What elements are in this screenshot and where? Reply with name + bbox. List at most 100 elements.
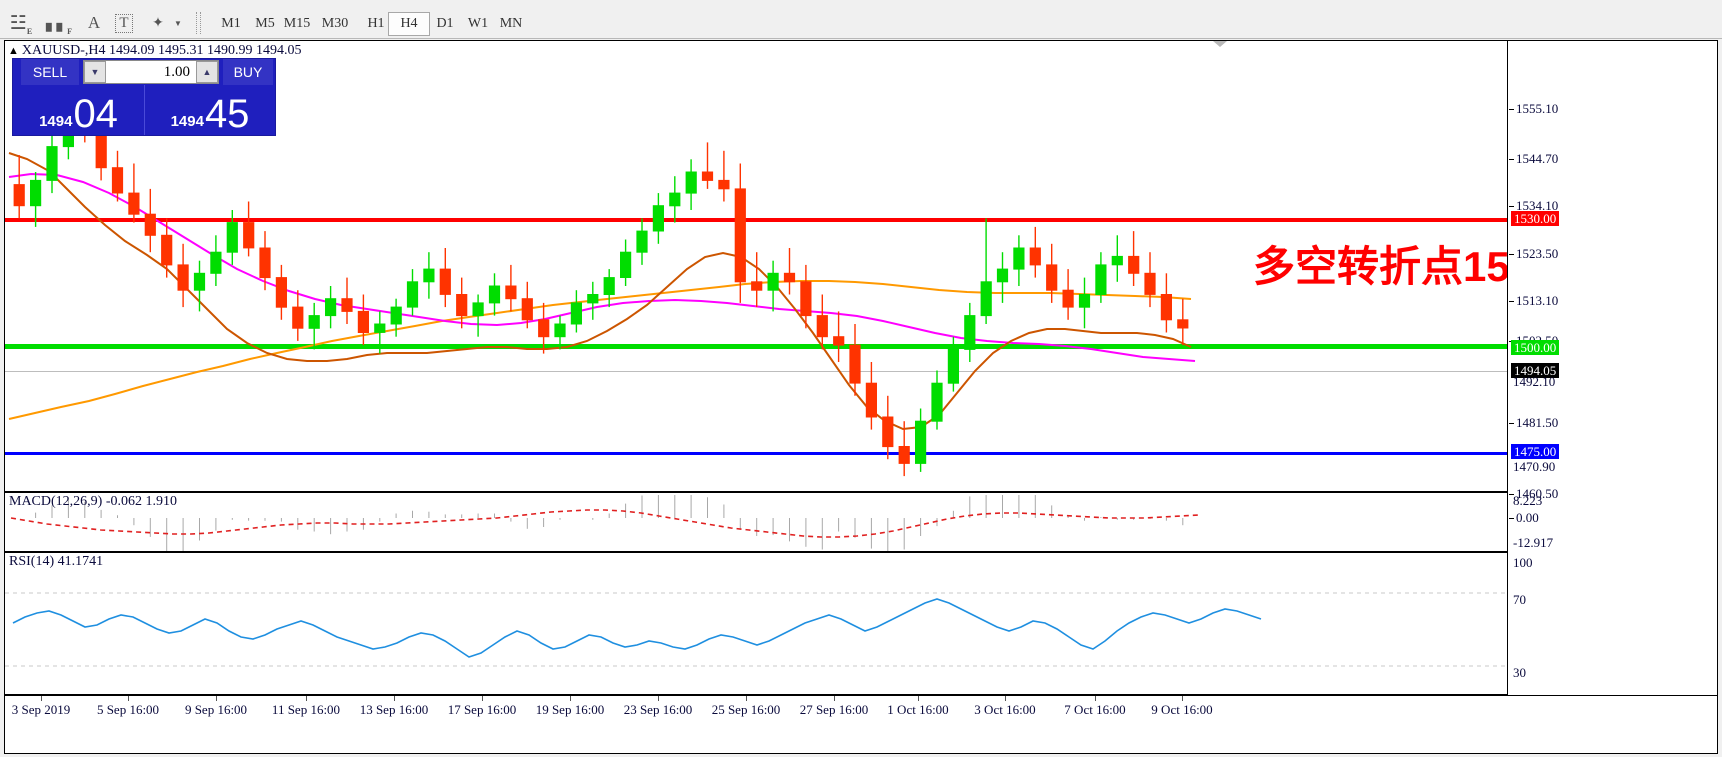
buy-button[interactable]: BUY	[223, 59, 273, 85]
candle-body	[128, 192, 140, 215]
candle-body	[111, 167, 124, 194]
sell-button[interactable]: SELL	[21, 59, 79, 85]
candle-body	[177, 264, 189, 291]
candle-body	[538, 319, 550, 338]
time-tick-mark	[658, 696, 659, 701]
timeframe-w1[interactable]: W1	[467, 16, 489, 31]
time-axis-label: 25 Sep 16:00	[711, 702, 781, 717]
candle-body	[816, 315, 828, 338]
rsi-tick: 70	[1513, 592, 1526, 607]
price-tick: 1492.10	[1513, 374, 1556, 389]
text-tool-icon[interactable]: A	[87, 13, 101, 32]
candle-body	[1095, 264, 1107, 295]
time-axis-label: 3 Sep 2019	[11, 702, 71, 717]
candle-body	[259, 247, 271, 279]
symbol-header: ▲ XAUUSD-,H4 1494.09 1495.31 1490.99 1494…	[8, 43, 302, 59]
volume-stepper[interactable]: ▼ 1.00 ▲	[83, 60, 219, 84]
symbol-header-text: XAUUSD-,H4 1494.09 1495.31 1490.99 1494.…	[21, 43, 302, 58]
candle-body	[570, 302, 582, 325]
time-axis-label: 3 Oct 16:00	[974, 702, 1036, 717]
volume-value[interactable]: 1.00	[163, 63, 190, 80]
resistance-line-1530[interactable]	[5, 218, 1507, 222]
candle-body	[1046, 264, 1058, 291]
rsi-pane[interactable]: RSI(14) 41.1741	[5, 553, 1507, 695]
indicators-f-icon[interactable]: ▖▖ F	[46, 15, 72, 37]
candle-body	[849, 344, 861, 384]
timeframe-m30[interactable]: M30	[321, 16, 349, 31]
candle-body	[898, 446, 910, 464]
candle-body	[1128, 255, 1140, 274]
candle-body	[406, 281, 419, 308]
time-tick-mark	[1005, 696, 1006, 701]
volume-decrease-icon[interactable]: ▼	[84, 61, 106, 83]
macd-tick: 0.00	[1509, 510, 1539, 525]
time-axis-label: 7 Oct 16:00	[1064, 702, 1126, 717]
candle-body	[243, 222, 255, 249]
timeframe-m1[interactable]: M1	[221, 16, 241, 31]
timeframe-h4[interactable]: H4	[388, 12, 430, 36]
candle-body	[767, 272, 779, 291]
time-tick-mark	[482, 696, 483, 701]
shapes-dropdown-arrow-icon[interactable]: ▼	[174, 18, 182, 28]
timeframe-m5[interactable]: M5	[255, 16, 275, 31]
candle-body	[931, 382, 943, 422]
candle-body	[718, 179, 730, 190]
one-click-trading-panel[interactable]: SELL ▼ 1.00 ▲ BUY 1494 04 1494 45	[13, 59, 275, 135]
timeframe-m15[interactable]: M15	[283, 16, 311, 31]
candle-body	[357, 310, 369, 333]
candle-body	[30, 179, 42, 207]
price-tick: 1513.10	[1508, 293, 1559, 308]
time-axis-label: 5 Sep 16:00	[96, 702, 160, 717]
time-axis-label: 9 Oct 16:00	[1151, 702, 1213, 717]
volume-increase-icon[interactable]: ▲	[196, 61, 218, 83]
rsi-label: RSI(14) 41.1741	[9, 554, 104, 569]
candle-body	[587, 294, 599, 304]
timeframe-mn[interactable]: MN	[499, 16, 523, 31]
text-label-tool-icon[interactable]: T	[112, 10, 136, 36]
timeframe-h1[interactable]: H1	[367, 16, 385, 31]
candlesticks	[13, 83, 1189, 477]
time-axis-label: 19 Sep 16:00	[535, 702, 605, 717]
candle-body	[1013, 247, 1025, 270]
time-tick-mark	[1095, 696, 1096, 701]
candle-body	[161, 234, 173, 266]
rsi-graphics	[5, 592, 1507, 667]
support-price-badge: 1475.00	[1511, 444, 1560, 459]
buy-price[interactable]: 1494 45	[145, 85, 275, 135]
one-click-prices-row: 1494 04 1494 45	[13, 85, 275, 135]
candle-body	[1029, 247, 1041, 266]
candle-body	[1177, 319, 1189, 329]
time-axis-label: 1 Oct 16:00	[887, 702, 949, 717]
time-tick-mark	[128, 696, 129, 701]
candle-body	[488, 285, 501, 304]
time-axis[interactable]: 3 Sep 2019 5 Sep 16:00 9 Sep 16:00 11 Sep 1…	[5, 695, 1717, 753]
time-axis-label: 23 Sep 16:00	[623, 702, 693, 717]
candle-body	[210, 251, 222, 274]
candle-body	[341, 298, 353, 312]
time-axis-label: 11 Sep 16:00	[271, 702, 341, 717]
sell-price[interactable]: 1494 04	[13, 85, 145, 135]
indicators-e-icon[interactable]: ☳ E	[9, 12, 33, 37]
candle-body	[144, 213, 156, 236]
candle-body	[915, 420, 927, 464]
timeframe-d1[interactable]: D1	[436, 16, 454, 31]
macd-pane[interactable]: MACD(12,26,9) -0.062 1.910	[5, 493, 1507, 553]
ma-brown-line	[8, 152, 1192, 431]
buy-price-pips: 45	[204, 92, 250, 136]
candle-body	[521, 298, 533, 321]
shapes-tool-icon[interactable]: ✦	[152, 15, 164, 31]
rsi-tick: 100	[1513, 555, 1533, 570]
pivot-line-1500[interactable]	[5, 344, 1507, 349]
price-tick: 1534.10	[1508, 198, 1559, 213]
price-tick: 1555.10	[1508, 101, 1559, 116]
candle-body	[1062, 289, 1074, 308]
price-chart-pane[interactable]: ▲ XAUUSD-,H4 1494.09 1495.31 1490.99 1494…	[5, 41, 1507, 493]
support-line-1475[interactable]	[5, 452, 1507, 455]
chart-drop-marker-icon	[1213, 41, 1227, 47]
macd-signal-line	[10, 509, 1200, 538]
price-axis-pane[interactable]: 1555.10 1544.70 1534.10 1530.00 1523.50 …	[1507, 41, 1717, 695]
candle-body	[505, 285, 517, 300]
candle-body	[456, 294, 468, 317]
candle-body	[865, 382, 877, 418]
candle-body	[882, 416, 894, 448]
